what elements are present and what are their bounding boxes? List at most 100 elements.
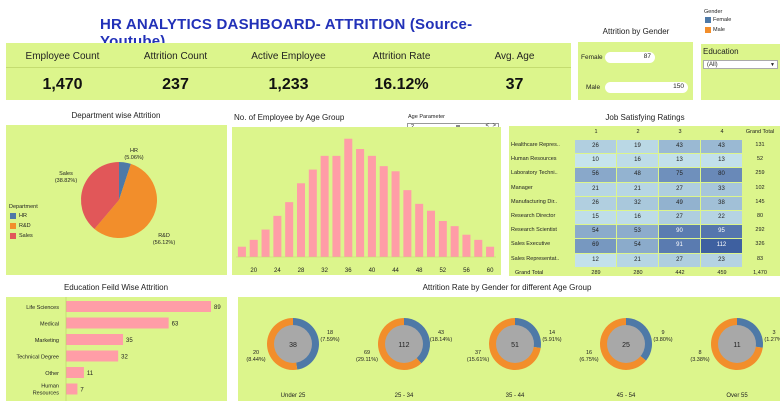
heatmap-cell[interactable]: 13 xyxy=(701,154,742,168)
kpi-attrition-rate-value: 16.12% xyxy=(374,76,429,93)
legend-female-swatch[interactable] xyxy=(705,17,711,23)
chevron-down-icon: ▼ xyxy=(770,62,775,68)
pie-slice-hr xyxy=(119,162,131,200)
legend-male-swatch[interactable] xyxy=(705,27,711,33)
kpi-employee-count-label: Employee Count xyxy=(25,51,100,62)
heatmap-row-total: 326 xyxy=(755,241,765,248)
heatmap-cell[interactable]: 19 xyxy=(617,140,658,154)
heatmap-cell[interactable]: 53 xyxy=(617,225,658,239)
heatmap-cell[interactable]: 75 xyxy=(659,168,700,182)
heatmap-row-total: 259 xyxy=(755,170,765,177)
heatmap-cell[interactable]: 112 xyxy=(701,239,742,253)
legend-hr-swatch[interactable] xyxy=(10,213,16,219)
donut-male-label: 3 xyxy=(772,330,775,336)
education-bar xyxy=(66,301,211,312)
heatmap-column-header: 2 xyxy=(636,129,640,135)
age-bar xyxy=(344,138,353,257)
legend-hr-label[interactable]: HR xyxy=(19,213,27,219)
heatmap-row-label: Manager xyxy=(511,184,533,191)
attrition-by-gender-panel: Female 87 Male 150 xyxy=(578,42,693,100)
heatmap-cell[interactable]: 95 xyxy=(701,225,742,239)
donut-total-label: 25 xyxy=(622,342,630,349)
education-category-label: Resources xyxy=(33,391,60,397)
heatmap-row-label: Research Director xyxy=(511,213,556,219)
education-bar xyxy=(66,317,169,329)
education-bar xyxy=(66,334,124,345)
heatmap-cell[interactable]: 56 xyxy=(575,168,616,182)
chevron-right-icon[interactable]: > xyxy=(492,123,496,129)
heatmap-cell[interactable]: 10 xyxy=(575,154,616,168)
donut-female-label: (29.11%) xyxy=(356,357,378,363)
gender-female-bar[interactable]: 87 xyxy=(605,52,655,63)
heatmap-cell[interactable]: 54 xyxy=(617,239,658,253)
education-bar-value: 35 xyxy=(126,338,133,344)
heatmap-cell[interactable]: 80 xyxy=(701,168,742,182)
gender-male-label: Male xyxy=(586,84,601,91)
age-bar xyxy=(379,166,388,257)
donut-age-group-label: Under 25 xyxy=(281,393,306,399)
kpi-divider xyxy=(6,67,571,68)
heatmap-grand-total-value: 289 xyxy=(591,269,601,276)
legend-rd-label[interactable]: R&D xyxy=(19,223,31,229)
legend-sales-swatch[interactable] xyxy=(10,233,16,239)
heatmap-cell[interactable]: 32 xyxy=(617,196,658,210)
age-bar xyxy=(438,221,447,257)
age-bar xyxy=(249,239,258,257)
gender-male-bar[interactable]: 150 xyxy=(605,82,688,93)
gender-female-label: Female xyxy=(581,54,603,61)
heatmap-cell[interactable]: 26 xyxy=(575,140,616,154)
heatmap-row-label: Healthcare Repres.. xyxy=(511,142,560,148)
heatmap-cell[interactable]: 27 xyxy=(659,253,700,267)
heatmap-cell[interactable]: 69 xyxy=(575,239,616,253)
heatmap-cell[interactable]: 27 xyxy=(659,182,700,196)
heatmap-cell[interactable]: 21 xyxy=(617,182,658,196)
heatmap-cell[interactable]: 43 xyxy=(659,140,700,154)
heatmap-cell[interactable]: 48 xyxy=(617,168,658,182)
heatmap-cell[interactable]: 49 xyxy=(659,196,700,210)
heatmap-cell[interactable]: 38 xyxy=(701,196,742,210)
donut-female-label: (3.38%) xyxy=(690,357,709,363)
legend-rd-swatch[interactable] xyxy=(10,223,16,229)
legend-sales-label[interactable]: Sales xyxy=(19,233,33,239)
legend-male-label[interactable]: Male xyxy=(713,27,725,33)
heatmap-cell[interactable]: 90 xyxy=(659,225,700,239)
heatmap-row-label: Manufacturing Dir.. xyxy=(511,198,558,205)
heatmap-cell[interactable]: 23 xyxy=(701,253,742,267)
kpi-active-employee-label: Active Employee xyxy=(251,51,326,62)
heatmap-cell[interactable]: 21 xyxy=(575,182,616,196)
donut-female-label: 69 xyxy=(364,350,370,356)
donut-age-group-label: Over 55 xyxy=(726,393,748,399)
age-tick-label: 20 xyxy=(250,268,257,274)
education-filter-dropdown[interactable]: (All) ▼ xyxy=(703,60,778,69)
chevron-left-icon[interactable]: < xyxy=(485,123,489,129)
heatmap-cell[interactable]: 22 xyxy=(701,211,742,225)
age-parameter-label: Age Parameter xyxy=(408,114,445,120)
heatmap-cell[interactable]: 43 xyxy=(701,140,742,154)
heatmap-cell[interactable]: 13 xyxy=(659,154,700,168)
job-satisfaction-panel: 1 2 3 4 Grand Total Healthcare Repres.. 26 19 43… xyxy=(509,126,780,276)
heatmap-cell[interactable]: 16 xyxy=(617,154,658,168)
heatmap-grand-total-overall: 1,470 xyxy=(753,269,767,276)
heatmap-cell[interactable]: 54 xyxy=(575,225,616,239)
age-group-panel: 20 24 28 32 36 40 44 48 52 56 60 xyxy=(232,127,501,275)
heatmap-cell[interactable]: 16 xyxy=(617,211,658,225)
heatmap-grand-total-value: 280 xyxy=(633,269,643,276)
pie-label-name: R&D xyxy=(158,233,170,239)
donut-female-label: 20 xyxy=(253,350,259,356)
heatmap-cell[interactable]: 33 xyxy=(701,182,742,196)
donut-male-label: (3.80%) xyxy=(653,337,672,343)
heatmap-cell[interactable]: 21 xyxy=(617,253,658,267)
heatmap-cell[interactable]: 91 xyxy=(659,239,700,253)
age-bar xyxy=(285,202,294,257)
heatmap-cell[interactable]: 26 xyxy=(575,196,616,210)
education-category-label: Life Sciences xyxy=(26,305,59,311)
heatmap-cell[interactable]: 15 xyxy=(575,211,616,225)
education-bar-value: 7 xyxy=(80,388,84,394)
heatmap-cell[interactable]: 12 xyxy=(575,253,616,267)
heatmap-cell[interactable]: 27 xyxy=(659,211,700,225)
attrition-by-gender-title: Attrition by Gender xyxy=(602,27,670,36)
kpi-attrition-rate-label: Attrition Rate xyxy=(372,51,431,62)
legend-female-label[interactable]: Female xyxy=(713,17,732,23)
age-bar xyxy=(237,246,246,257)
age-bar xyxy=(426,210,436,257)
